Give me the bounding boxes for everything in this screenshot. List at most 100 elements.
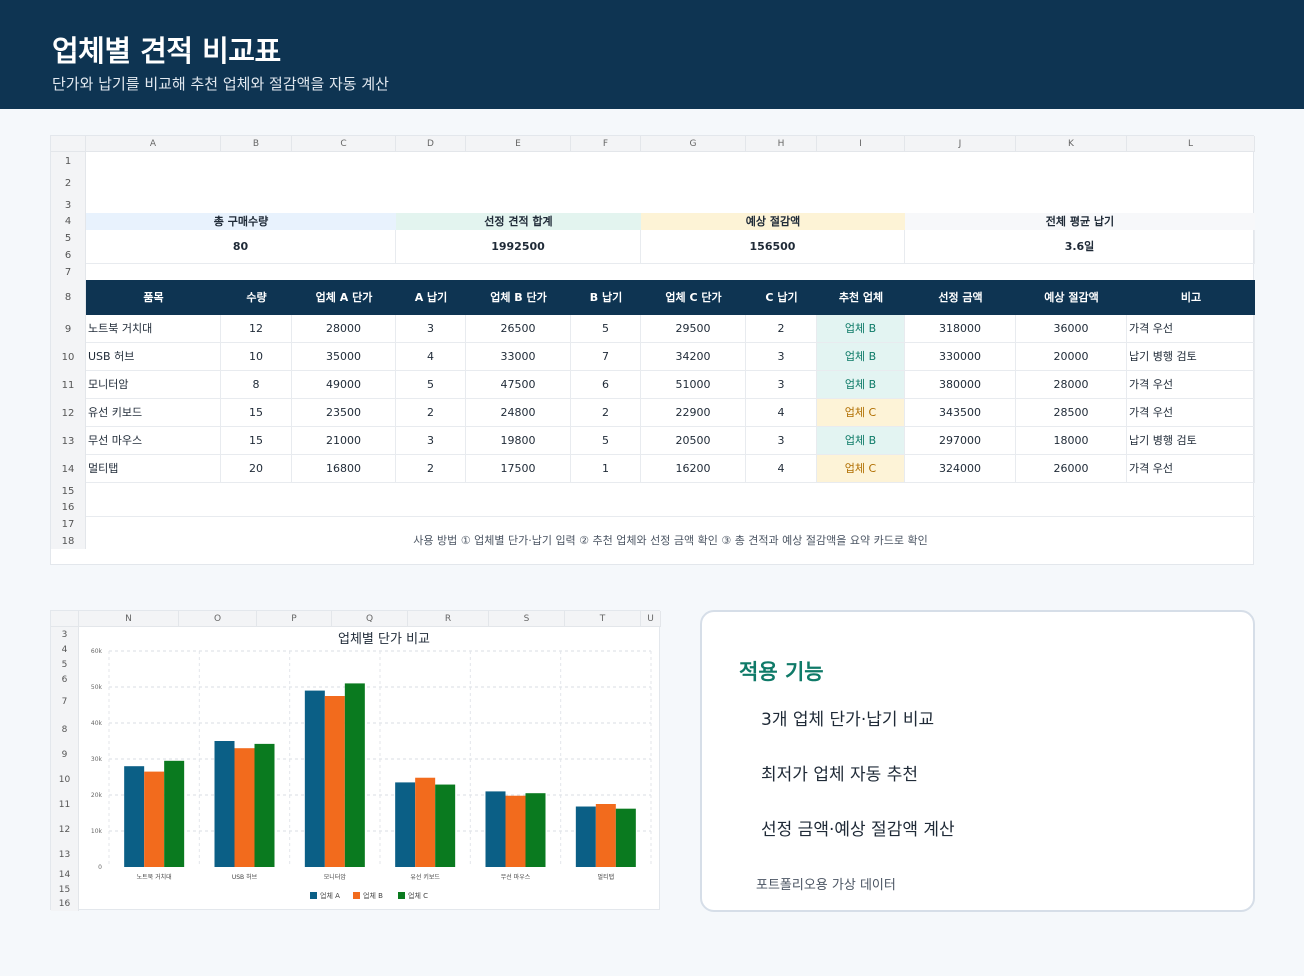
table-cell[interactable]: 무선 마우스 <box>86 427 221 455</box>
table-cell[interactable]: 20500 <box>641 427 746 455</box>
column-header[interactable]: J <box>905 136 1016 152</box>
chart-row-header[interactable]: 9 <box>51 742 79 767</box>
chart-row-header[interactable]: 4 <box>51 642 79 657</box>
row-header[interactable]: 4 <box>51 213 86 230</box>
chart-row-header[interactable]: 15 <box>51 882 79 897</box>
table-cell[interactable]: 업체 B <box>817 371 905 399</box>
table-header-cell[interactable]: 선정 금액 <box>938 291 983 304</box>
table-cell[interactable]: 4 <box>746 455 817 483</box>
table-cell[interactable]: 22900 <box>641 399 746 427</box>
table-cell[interactable]: 34200 <box>641 343 746 371</box>
column-header[interactable]: K <box>1016 136 1127 152</box>
column-header[interactable]: A <box>86 136 221 152</box>
table-cell[interactable]: 15 <box>221 399 292 427</box>
table-cell[interactable]: 가격 우선 <box>1127 399 1255 427</box>
row-header[interactable]: 2 <box>51 170 86 197</box>
table-cell[interactable]: 6 <box>571 371 641 399</box>
table-cell[interactable]: 26500 <box>466 315 571 343</box>
chart-row-header[interactable]: 14 <box>51 867 79 882</box>
chart-column-header[interactable]: P <box>257 611 332 627</box>
chart-row-header[interactable]: 6 <box>51 672 79 687</box>
table-cell[interactable]: 3 <box>746 427 817 455</box>
row-header[interactable]: 12 <box>51 399 86 427</box>
row-header[interactable]: 1 <box>51 152 86 170</box>
row-header[interactable]: 7 <box>51 264 86 280</box>
table-cell[interactable]: 10 <box>221 343 292 371</box>
table-header-cell[interactable]: 비고 <box>1180 291 1202 304</box>
table-cell[interactable]: USB 허브 <box>86 343 221 371</box>
column-header[interactable]: C <box>292 136 396 152</box>
row-header[interactable]: 15 <box>51 483 86 499</box>
table-cell[interactable]: 29500 <box>641 315 746 343</box>
table-cell[interactable]: 8 <box>221 371 292 399</box>
chart-row-header[interactable]: 8 <box>51 717 79 742</box>
table-cell[interactable]: 납기 병행 검토 <box>1127 343 1255 371</box>
chart-row-header[interactable]: 13 <box>51 842 79 867</box>
table-cell[interactable]: 3 <box>396 315 466 343</box>
table-cell[interactable]: 15 <box>221 427 292 455</box>
chart-row-header[interactable]: 16 <box>51 897 79 911</box>
table-cell[interactable]: 3 <box>396 427 466 455</box>
table-cell[interactable]: 330000 <box>905 343 1016 371</box>
table-cell[interactable]: 멀티탭 <box>86 455 221 483</box>
table-cell[interactable]: 380000 <box>905 371 1016 399</box>
chart-column-header[interactable]: R <box>408 611 489 627</box>
row-header[interactable]: 8 <box>51 280 86 315</box>
table-header-cell[interactable]: 품목 <box>143 291 164 304</box>
table-cell[interactable]: 2 <box>571 399 641 427</box>
table-cell[interactable]: 18000 <box>1016 427 1127 455</box>
row-header[interactable]: 10 <box>51 343 86 371</box>
chart-row-header[interactable]: 7 <box>51 687 79 717</box>
table-cell[interactable]: 업체 B <box>817 427 905 455</box>
table-header-cell[interactable]: 추천 업체 <box>838 291 884 304</box>
table-cell[interactable]: 가격 우선 <box>1127 315 1255 343</box>
table-cell[interactable]: 노트북 거치대 <box>86 315 221 343</box>
chart-row-header[interactable]: 5 <box>51 657 79 672</box>
table-cell[interactable]: 21000 <box>292 427 396 455</box>
column-header[interactable]: I <box>817 136 905 152</box>
table-cell[interactable]: 업체 B <box>817 315 905 343</box>
chart-row-header[interactable]: 12 <box>51 817 79 842</box>
table-cell[interactable]: 납기 병행 검토 <box>1127 427 1255 455</box>
row-header[interactable]: 11 <box>51 371 86 399</box>
row-header[interactable]: 9 <box>51 315 86 343</box>
quote-sheet[interactable]: A B C D E F G H I J K L 1 2 3 4 5 6 7 8 9 10 11 12 13 14 15 16 17 18 총… <box>50 135 1255 565</box>
chart-column-header[interactable]: O <box>179 611 257 627</box>
table-cell[interactable]: 4 <box>746 399 817 427</box>
chart-column-header[interactable]: S <box>489 611 565 627</box>
table-cell[interactable]: 7 <box>571 343 641 371</box>
table-cell[interactable]: 23500 <box>292 399 396 427</box>
chart-column-header[interactable]: Q <box>332 611 408 627</box>
row-header[interactable]: 13 <box>51 427 86 455</box>
table-cell[interactable]: 유선 키보드 <box>86 399 221 427</box>
table-cell[interactable]: 업체 C <box>817 399 905 427</box>
chart-row-header[interactable]: 11 <box>51 792 79 817</box>
table-header-cell[interactable]: 수량 <box>246 291 267 304</box>
table-cell[interactable]: 12 <box>221 315 292 343</box>
row-header[interactable]: 6 <box>51 247 86 264</box>
row-header[interactable]: 3 <box>51 197 86 213</box>
chart-column-header[interactable]: N <box>79 611 179 627</box>
table-cell[interactable]: 5 <box>396 371 466 399</box>
chart-sheet[interactable]: N O P Q R S T U 3 4 5 6 7 8 9 10 11 12 13 14 15 16 업체별 단가 비교 0 1… <box>50 610 661 911</box>
table-cell[interactable]: 2 <box>746 315 817 343</box>
table-header-cell[interactable]: 업체 C 단가 <box>665 291 722 304</box>
row-header[interactable]: 5 <box>51 230 86 247</box>
table-cell[interactable]: 28500 <box>1016 399 1127 427</box>
table-cell[interactable]: 4 <box>396 343 466 371</box>
column-header[interactable]: G <box>641 136 746 152</box>
column-header[interactable]: B <box>221 136 292 152</box>
table-cell[interactable]: 5 <box>571 427 641 455</box>
column-header[interactable]: F <box>571 136 641 152</box>
table-cell[interactable]: 업체 C <box>817 455 905 483</box>
table-cell[interactable]: 가격 우선 <box>1127 371 1255 399</box>
table-cell[interactable]: 16800 <box>292 455 396 483</box>
column-header[interactable]: H <box>746 136 817 152</box>
table-header-cell[interactable]: 업체 A 단가 <box>315 291 373 304</box>
chart-column-header[interactable]: U <box>641 611 661 627</box>
table-cell[interactable]: 모니터암 <box>86 371 221 399</box>
chart-column-header[interactable]: T <box>565 611 641 627</box>
table-cell[interactable]: 2 <box>396 399 466 427</box>
row-header[interactable]: 18 <box>51 533 86 549</box>
chart-row-header[interactable]: 3 <box>51 627 79 642</box>
